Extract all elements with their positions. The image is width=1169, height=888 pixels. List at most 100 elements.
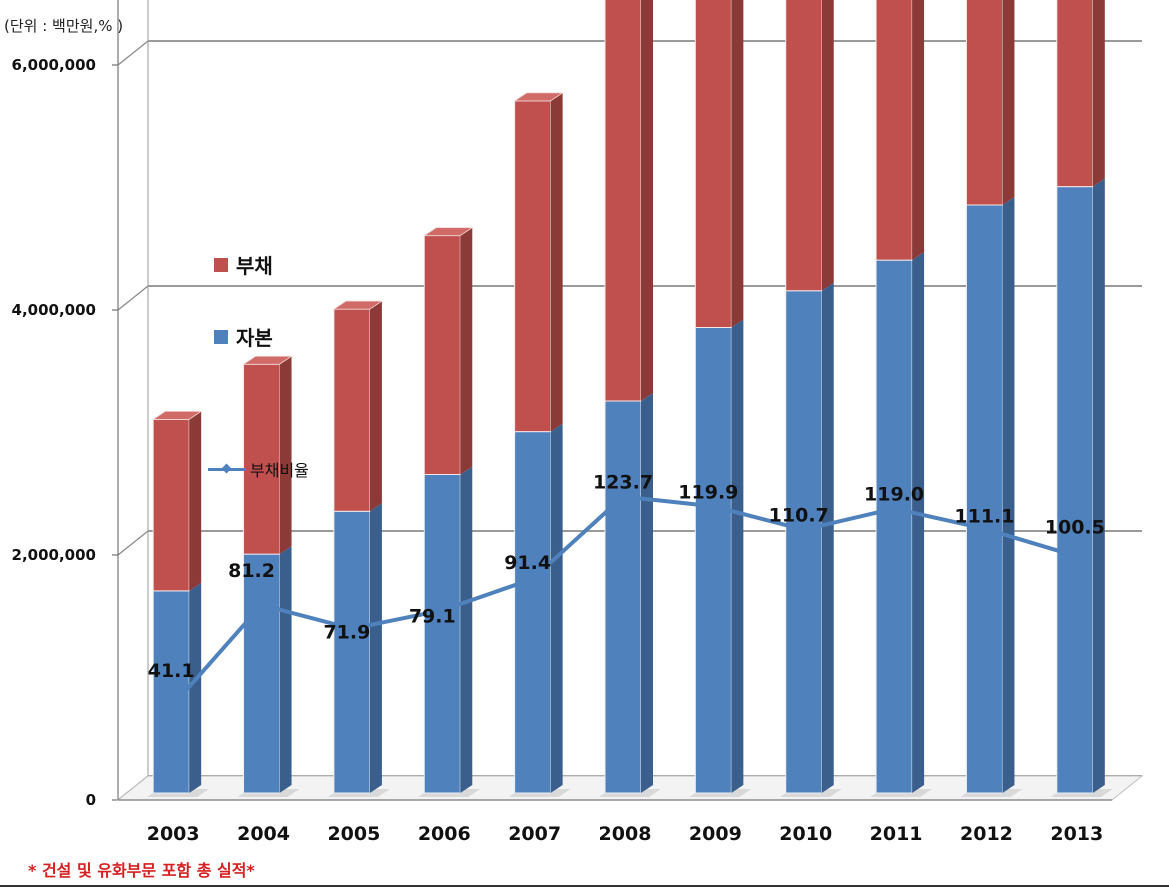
x-tick-label-2003: 2003 bbox=[147, 823, 200, 845]
bar-debt-2008 bbox=[604, 0, 642, 402]
bar-debt-side bbox=[460, 227, 473, 475]
bar-debt-2005 bbox=[333, 308, 371, 512]
bar-debt-side bbox=[1092, 0, 1105, 187]
y-tick-label: 0 bbox=[86, 791, 96, 809]
bar-equity-2005 bbox=[333, 510, 371, 794]
bar-equity-2012 bbox=[965, 204, 1003, 794]
bar-debt-2010 bbox=[785, 0, 823, 292]
bar-equity-2006 bbox=[423, 474, 461, 794]
y-tick-label: 6,000,000 bbox=[12, 56, 96, 74]
bar-equity-2013 bbox=[1056, 186, 1094, 794]
x-tick-label-2008: 2008 bbox=[599, 823, 652, 845]
x-tick-label-2005: 2005 bbox=[327, 823, 380, 845]
bar-top bbox=[332, 300, 384, 310]
legend-equity-swatch bbox=[214, 329, 228, 344]
ratio-point-2004 bbox=[255, 599, 268, 611]
bar-equity-side bbox=[279, 546, 292, 793]
bar-equity-side bbox=[731, 319, 744, 793]
bar-debt-side bbox=[641, 0, 653, 401]
unit-label: (단위 : 백만원,% ) bbox=[4, 17, 124, 35]
bar-equity-side bbox=[1092, 178, 1105, 793]
bar-top bbox=[242, 355, 293, 365]
bar-equity-side bbox=[912, 252, 925, 793]
bar-equity-side bbox=[369, 503, 382, 793]
legend-equity-label: 자본 bbox=[236, 326, 273, 350]
bar-debt-side bbox=[550, 92, 563, 432]
ratio-label-2006: 79.1 bbox=[409, 605, 456, 627]
bar-debt-side bbox=[1002, 0, 1015, 205]
legend-ratio-line bbox=[208, 464, 246, 474]
bar-debt-2003 bbox=[152, 418, 190, 592]
bar-debt-side bbox=[821, 0, 834, 291]
ratio-point-2009 bbox=[707, 500, 720, 512]
bar-debt-side bbox=[279, 356, 292, 555]
x-tick-label-2010: 2010 bbox=[779, 823, 832, 845]
bar-debt-side bbox=[731, 0, 744, 328]
x-tick-label-2013: 2013 bbox=[1050, 823, 1103, 845]
bar-debt-2006 bbox=[423, 235, 461, 475]
grid-diagonal bbox=[117, 285, 149, 311]
legend-debt-swatch bbox=[214, 257, 228, 272]
ratio-label-2008: 123.7 bbox=[593, 472, 653, 494]
ratio-point-2008 bbox=[617, 490, 629, 503]
bar-equity-2004 bbox=[243, 553, 281, 794]
bar-debt-side bbox=[369, 301, 382, 512]
grid-diagonal bbox=[117, 40, 149, 66]
legend-ratio-label: 부채비율 bbox=[250, 461, 309, 480]
bar-equity-2008 bbox=[604, 400, 642, 794]
y-tick-label: 4,000,000 bbox=[12, 301, 96, 319]
bar-equity-2007 bbox=[514, 431, 552, 794]
bar-equity-side bbox=[1002, 197, 1015, 793]
ratio-point-2007 bbox=[526, 573, 539, 585]
footnote: * 건설 및 유화부문 포함 총 실적* bbox=[28, 861, 255, 880]
bar-top bbox=[151, 410, 203, 420]
bar-debt-side bbox=[912, 0, 925, 261]
x-tick-label-2012: 2012 bbox=[960, 823, 1013, 845]
bar-debt-2013 bbox=[1056, 0, 1094, 188]
ratio-point-2006 bbox=[436, 604, 448, 616]
ratio-label-2010: 110.7 bbox=[769, 505, 829, 527]
bar-equity-2010 bbox=[785, 290, 823, 794]
bar-debt-2011 bbox=[875, 0, 913, 261]
bar-equity-side bbox=[641, 393, 653, 793]
bottom-rule bbox=[0, 885, 1169, 887]
ratio-point-2012 bbox=[978, 523, 991, 535]
grid-diagonal bbox=[117, 530, 149, 556]
legend-debt-label: 부채 bbox=[236, 254, 273, 278]
x-tick-label-2011: 2011 bbox=[870, 823, 923, 845]
x-tick-label-2004: 2004 bbox=[237, 823, 290, 845]
ratio-label-2013: 100.5 bbox=[1045, 517, 1105, 539]
bar-equity-side bbox=[460, 466, 473, 793]
bar-equity-2011 bbox=[875, 259, 913, 794]
bar-debt-2007 bbox=[514, 100, 552, 433]
bar-top bbox=[513, 92, 564, 102]
bar-debt-side bbox=[189, 411, 202, 591]
ratio-label-2003: 41.1 bbox=[148, 660, 195, 682]
bar-equity-side bbox=[821, 282, 834, 793]
ratio-point-2003 bbox=[165, 701, 177, 713]
ratio-label-2012: 111.1 bbox=[954, 506, 1014, 528]
x-tick-label-2006: 2006 bbox=[418, 823, 471, 845]
bar-debt-2009 bbox=[694, 0, 732, 328]
x-tick-label-2007: 2007 bbox=[508, 823, 561, 845]
ratio-label-2007: 91.4 bbox=[504, 552, 551, 574]
legend-debt: 부채 bbox=[214, 250, 273, 279]
ratio-label-2009: 119.9 bbox=[678, 481, 738, 503]
ratio-point-2011 bbox=[888, 502, 900, 515]
bar-debt-2012 bbox=[965, 0, 1003, 206]
y-tick-label: 2,000,000 bbox=[12, 546, 96, 564]
legend-ratio: 부채비율 bbox=[208, 457, 309, 481]
bar-equity-2009 bbox=[694, 327, 732, 794]
ratio-label-2011: 119.0 bbox=[864, 484, 924, 506]
ratio-point-2005 bbox=[346, 622, 358, 635]
bar-top bbox=[422, 227, 474, 237]
ratio-label-2004: 81.2 bbox=[228, 560, 275, 582]
legend-equity: 자본 bbox=[214, 322, 273, 351]
bar-equity-side bbox=[550, 423, 563, 793]
x-tick-label-2009: 2009 bbox=[689, 823, 742, 845]
ratio-point-2010 bbox=[798, 524, 810, 536]
ratio-point-2013 bbox=[1069, 550, 1081, 562]
ratio-label-2005: 71.9 bbox=[323, 622, 370, 644]
bar-equity-side bbox=[189, 582, 202, 793]
